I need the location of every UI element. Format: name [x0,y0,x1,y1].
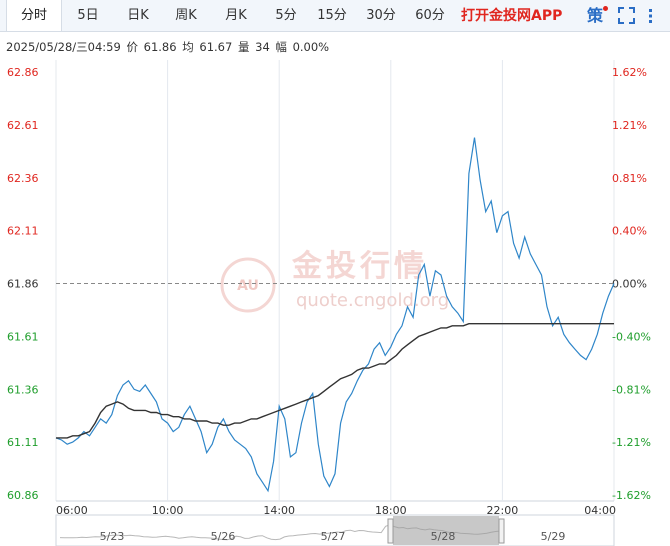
price-line [55,137,615,493]
notification-dot [603,6,608,11]
x-tick-label: 04:00 [584,504,616,517]
x-tick-label: 06:00 [56,504,88,517]
tab-weekly-k[interactable]: 周K [175,8,197,23]
tab-5day[interactable]: 5日 [77,8,99,23]
tab-monthly-k[interactable]: 月K [225,8,247,23]
navigator-date-label: 5/27 [321,530,346,543]
y-tick-label-left: 62.36 [7,172,39,185]
y-tick-label-left: 62.86 [7,66,39,79]
x-tick-label: 10:00 [152,504,184,517]
y-tick-label-right: -0.40% [612,330,651,343]
tab-daily-k[interactable]: 日K [127,8,149,23]
quote-info-line: 2025/05/28/三04:59 价 61.86 均 61.67 量 34 幅… [6,39,331,55]
y-tick-label-right: -1.21% [612,436,651,449]
price-label: 价 [126,40,138,54]
open-app-link[interactable]: 打开金投网APP [461,8,563,24]
quote-datetime: 2025/05/28/三04:59 [6,40,121,54]
y-tick-label-left: 61.11 [7,436,39,449]
x-tick-label: 22:00 [487,504,519,517]
tab-intraday[interactable]: 分时 [6,0,62,31]
navigator-date-label: 5/29 [541,530,566,543]
tab-30min[interactable]: 30分 [366,8,396,23]
average-price-line [56,323,614,439]
navigator-date-label: 5/26 [211,530,236,543]
avg-label: 均 [182,40,194,54]
policy-button[interactable]: 策 [587,6,604,25]
volume-label: 量 [237,40,250,54]
watermark-logo-icon [220,257,276,313]
navigator-right-handle[interactable] [498,518,505,544]
price-value: 61.86 [143,40,177,54]
watermark-badge: AU [237,278,259,294]
more-menu-icon[interactable] [648,8,662,24]
navigator-frame [55,514,615,546]
x-tick-label: 18:00 [375,504,407,517]
period-tab-bar: 分时 5日 日K 周K 月K 5分 15分 30分 60分 打开金投网APP 策 [0,0,670,32]
tab-5min[interactable]: 5分 [275,8,297,23]
watermark-title: 金投行情 [291,249,428,284]
y-tick-label-left: 61.61 [7,330,39,343]
change-value: 0.00% [292,40,330,54]
navigator-date-label: 5/28 [431,530,456,543]
navigator-left-handle[interactable] [387,518,394,544]
y-tick-label-right: 0.40% [612,225,647,238]
avg-value: 61.67 [199,40,233,54]
y-tick-label-left: 60.86 [7,489,39,502]
y-tick-label-right: 1.21% [612,119,647,132]
y-tick-label-right: -1.62% [612,489,651,502]
y-tick-label-right: -0.81% [612,383,651,396]
tab-60min[interactable]: 60分 [415,8,445,23]
y-tick-label-right: 0.81% [612,172,647,185]
fullscreen-icon[interactable] [618,7,635,24]
watermark-url: quote.cngold.org [296,290,449,311]
volume-value: 34 [255,40,270,54]
y-tick-label-right: 1.62% [612,66,647,79]
y-tick-label-left: 61.86 [7,278,39,291]
y-tick-label-left: 62.61 [7,119,39,132]
tab-15min[interactable]: 15分 [317,8,347,23]
y-tick-label-right: 0.00% [612,278,647,291]
x-tick-label: 14:00 [263,504,295,517]
y-tick-label-left: 62.11 [7,225,39,238]
change-label: 幅 [275,40,287,54]
navigator-selection[interactable] [393,516,499,545]
navigator-date-label: 5/23 [100,530,125,543]
y-tick-label-left: 61.36 [7,383,39,396]
